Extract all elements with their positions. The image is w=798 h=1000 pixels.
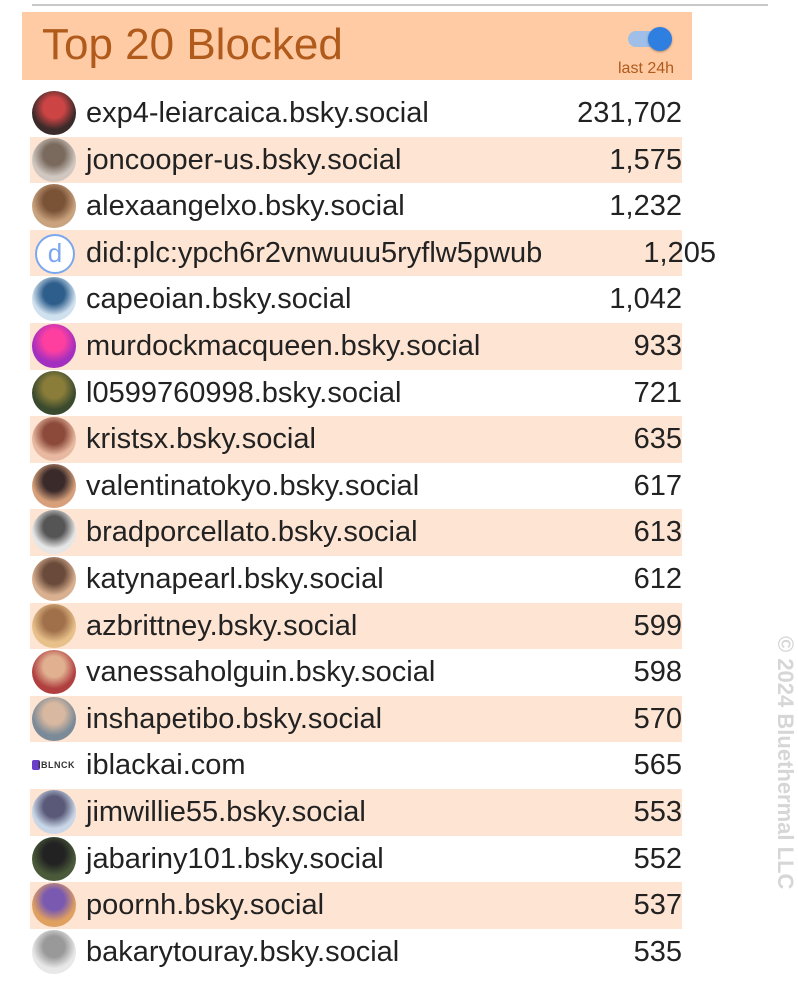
block-count: 598 (633, 656, 682, 689)
handle-link[interactable]: jimwillie55.bsky.social (86, 795, 366, 828)
block-count: 537 (633, 889, 682, 922)
handle-link[interactable]: bradporcellato.bsky.social (86, 516, 418, 549)
avatar-icon (32, 510, 76, 555)
block-count: 570 (633, 702, 682, 735)
block-count: 1,232 (609, 190, 682, 223)
block-count: 553 (633, 795, 682, 828)
handle-link[interactable]: did:plc:ypch6r2vnwuuu5ryflw5pwub (86, 236, 543, 269)
handle-link[interactable]: katynapearl.bsky.social (86, 562, 384, 595)
list-item[interactable]: murdockmacqueen.bsky.social 933 (30, 322, 682, 370)
avatar-icon (32, 929, 76, 974)
list-item[interactable]: capeoian.bsky.social 1,042 (30, 276, 682, 323)
toggle-label: last 24h (618, 60, 675, 77)
handle-link[interactable]: kristsx.bsky.social (86, 423, 316, 456)
avatar-icon (32, 836, 76, 881)
did-icon: d (35, 233, 75, 274)
watermark: © 2024 Bluethermal LLC (772, 636, 798, 966)
handle-link[interactable]: inshapetibo.bsky.social (86, 702, 383, 735)
avatar-icon (32, 883, 76, 928)
handle-link[interactable]: capeoian.bsky.social (86, 283, 352, 316)
list-item[interactable]: alexaangelxo.bsky.social 1,232 (30, 183, 682, 230)
blocked-list: exp4-leiarcaica.bsky.social 231,702 joncoo… (30, 90, 716, 976)
handle-link[interactable]: joncooper-us.bsky.social (86, 143, 402, 176)
handle-link[interactable]: murdockmacqueen.bsky.social (86, 329, 481, 362)
avatar-icon (32, 370, 76, 415)
top-divider (32, 4, 768, 6)
block-count: 721 (633, 376, 682, 409)
block-count: 612 (633, 562, 682, 595)
list-item[interactable]: exp4-leiarcaica.bsky.social 231,702 (30, 90, 682, 137)
list-item[interactable]: bradporcellato.bsky.social 613 (30, 509, 682, 556)
watermark-text: © 2024 Bluethermal LLC (773, 636, 798, 890)
block-count: 565 (633, 749, 682, 782)
block-count: 599 (633, 609, 682, 642)
block-count: 231,702 (577, 97, 682, 129)
handle-link[interactable]: poornh.bsky.social (86, 889, 325, 922)
list-item[interactable]: jabariny101.bsky.social 552 (30, 836, 682, 883)
handle-link[interactable]: bakarytouray.bsky.social (86, 935, 400, 968)
block-count: 613 (633, 516, 682, 549)
avatar-icon (32, 696, 76, 741)
list-item[interactable]: kristsx.bsky.social 635 (30, 416, 682, 463)
page-title: Top 20 Blocked (42, 20, 343, 69)
logo-icon: IBLNCK (30, 758, 76, 772)
list-item[interactable]: d did:plc:ypch6r2vnwuuu5ryflw5pwub 1,205 (30, 229, 716, 277)
avatar-icon (32, 323, 76, 368)
block-count: 535 (633, 935, 682, 968)
avatar-icon (32, 137, 76, 182)
avatar-icon (32, 789, 76, 834)
avatar-icon (32, 91, 76, 135)
logo-mark (32, 760, 40, 771)
handle-link[interactable]: l0599760998.bsky.social (86, 376, 402, 409)
avatar-icon (32, 463, 76, 508)
block-count: 617 (633, 469, 682, 502)
list-item[interactable]: azbrittney.bsky.social 599 (30, 602, 682, 650)
handle-link[interactable]: valentinatokyo.bsky.social (86, 469, 420, 502)
list-item[interactable]: IBLNCK iblackai.com 565 (30, 742, 682, 789)
block-count: 933 (633, 329, 682, 362)
list-item[interactable]: valentinatokyo.bsky.social 617 (30, 463, 682, 510)
list-item[interactable]: vanessaholguin.bsky.social 598 (30, 649, 682, 696)
block-count: 635 (633, 423, 682, 456)
handle-link[interactable]: exp4-leiarcaica.bsky.social (86, 97, 429, 129)
list-item[interactable]: inshapetibo.bsky.social 570 (30, 695, 682, 743)
list-item[interactable]: katynapearl.bsky.social 612 (30, 556, 682, 603)
avatar-icon (32, 417, 76, 462)
handle-link[interactable]: jabariny101.bsky.social (86, 842, 384, 875)
logo-text: IBLNCK (38, 760, 75, 771)
list-item[interactable]: poornh.bsky.social 537 (30, 882, 682, 929)
list-item[interactable]: jimwillie55.bsky.social 553 (30, 788, 682, 836)
avatar-icon (32, 650, 76, 695)
list-item[interactable]: joncooper-us.bsky.social 1,575 (30, 136, 682, 184)
avatar-icon (32, 556, 76, 601)
list-item[interactable]: bakarytouray.bsky.social 535 (30, 929, 682, 976)
block-count: 1,042 (609, 283, 682, 316)
block-count: 552 (633, 842, 682, 875)
list-item[interactable]: l0599760998.bsky.social 721 (30, 370, 682, 417)
handle-link[interactable]: alexaangelxo.bsky.social (86, 190, 405, 223)
header-bar: Top 20 Blocked last 24h (22, 12, 692, 80)
handle-link[interactable]: iblackai.com (86, 749, 246, 782)
block-count: 1,205 (643, 236, 716, 269)
last-24h-toggle[interactable] (628, 27, 674, 51)
handle-link[interactable]: vanessaholguin.bsky.social (86, 656, 436, 689)
avatar-icon (32, 184, 76, 229)
avatar-icon (32, 277, 76, 322)
avatar-icon (32, 603, 76, 648)
block-count: 1,575 (609, 143, 682, 176)
toggle-knob (648, 27, 672, 51)
handle-link[interactable]: azbrittney.bsky.social (86, 609, 358, 642)
